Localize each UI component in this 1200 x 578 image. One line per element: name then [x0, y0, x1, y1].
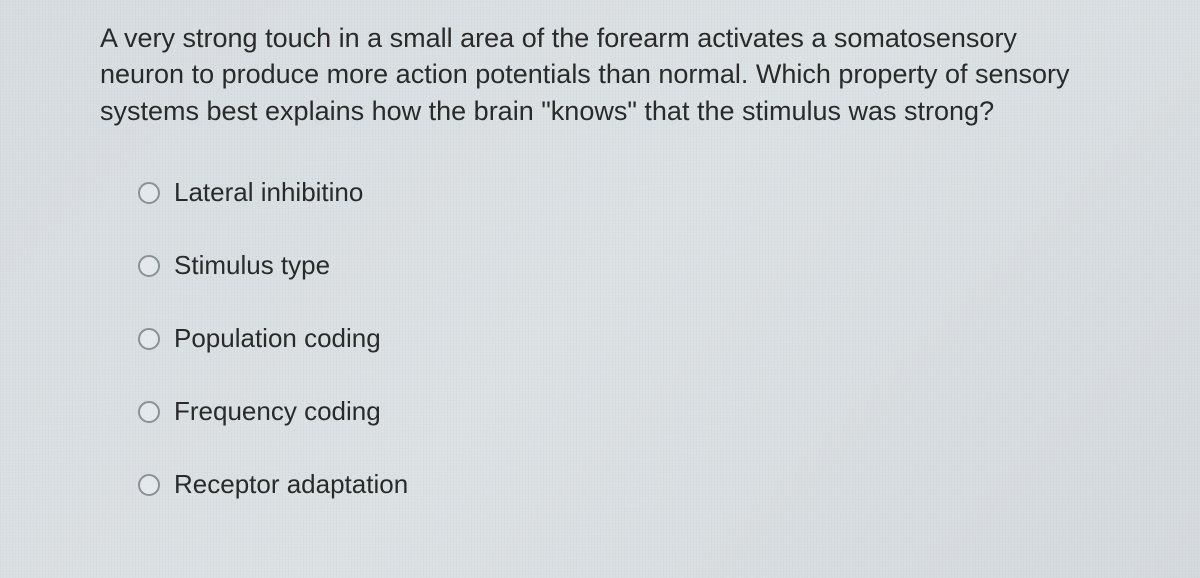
option-label: Frequency coding	[174, 396, 381, 427]
radio-button[interactable]	[138, 255, 160, 277]
option-row[interactable]: Population coding	[138, 323, 1092, 354]
option-label: Stimulus type	[174, 250, 330, 281]
option-row[interactable]: Lateral inhibitino	[138, 177, 1092, 208]
option-label: Receptor adaptation	[174, 469, 408, 500]
option-row[interactable]: Frequency coding	[138, 396, 1092, 427]
radio-button[interactable]	[138, 328, 160, 350]
option-label: Population coding	[174, 323, 381, 354]
option-label: Lateral inhibitino	[174, 177, 363, 208]
option-row[interactable]: Receptor adaptation	[138, 469, 1092, 500]
question-text: A very strong touch in a small area of t…	[100, 20, 1092, 129]
question-container: A very strong touch in a small area of t…	[0, 20, 1200, 500]
radio-button[interactable]	[138, 474, 160, 496]
radio-button[interactable]	[138, 401, 160, 423]
radio-button[interactable]	[138, 182, 160, 204]
options-list: Lateral inhibitino Stimulus type Populat…	[100, 177, 1092, 500]
option-row[interactable]: Stimulus type	[138, 250, 1092, 281]
